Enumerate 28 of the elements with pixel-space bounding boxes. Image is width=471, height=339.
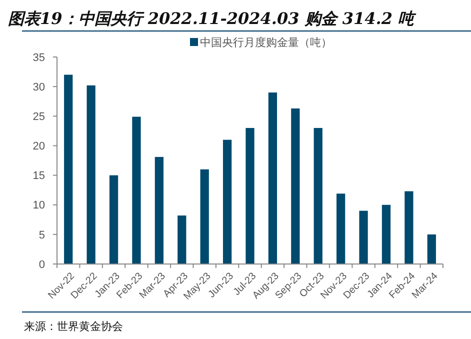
bar [382, 204, 391, 264]
y-tick-label: 15 [32, 170, 45, 182]
bar [268, 92, 278, 264]
y-tick-label: 10 [32, 200, 45, 212]
bar [246, 128, 254, 264]
bar [427, 234, 436, 264]
bar [178, 216, 186, 264]
chart-title: 图表19：中国央行 2022.11-2024.03 购金 314.2 吨 [8, 9, 418, 28]
bar [86, 85, 96, 264]
bar [404, 191, 414, 264]
legend-label: 中国央行月度购金量（吨） [200, 36, 332, 49]
y-tick-label: 25 [32, 110, 45, 123]
bar [132, 116, 141, 264]
bar [64, 74, 73, 264]
bar [222, 140, 232, 264]
bar [291, 108, 300, 264]
bar [200, 169, 209, 264]
y-tick-label: 20 [32, 140, 45, 153]
y-tick-label: 30 [32, 81, 45, 94]
bar [314, 128, 322, 264]
bar [359, 210, 368, 264]
source-note: 来源：世界黄金协会 [24, 320, 123, 333]
y-tick-label: 5 [38, 229, 45, 242]
y-tick-label: 0 [38, 258, 45, 271]
bar [109, 175, 118, 264]
y-tick-label: 35 [32, 52, 45, 64]
bar [154, 156, 164, 264]
bar [336, 194, 346, 264]
